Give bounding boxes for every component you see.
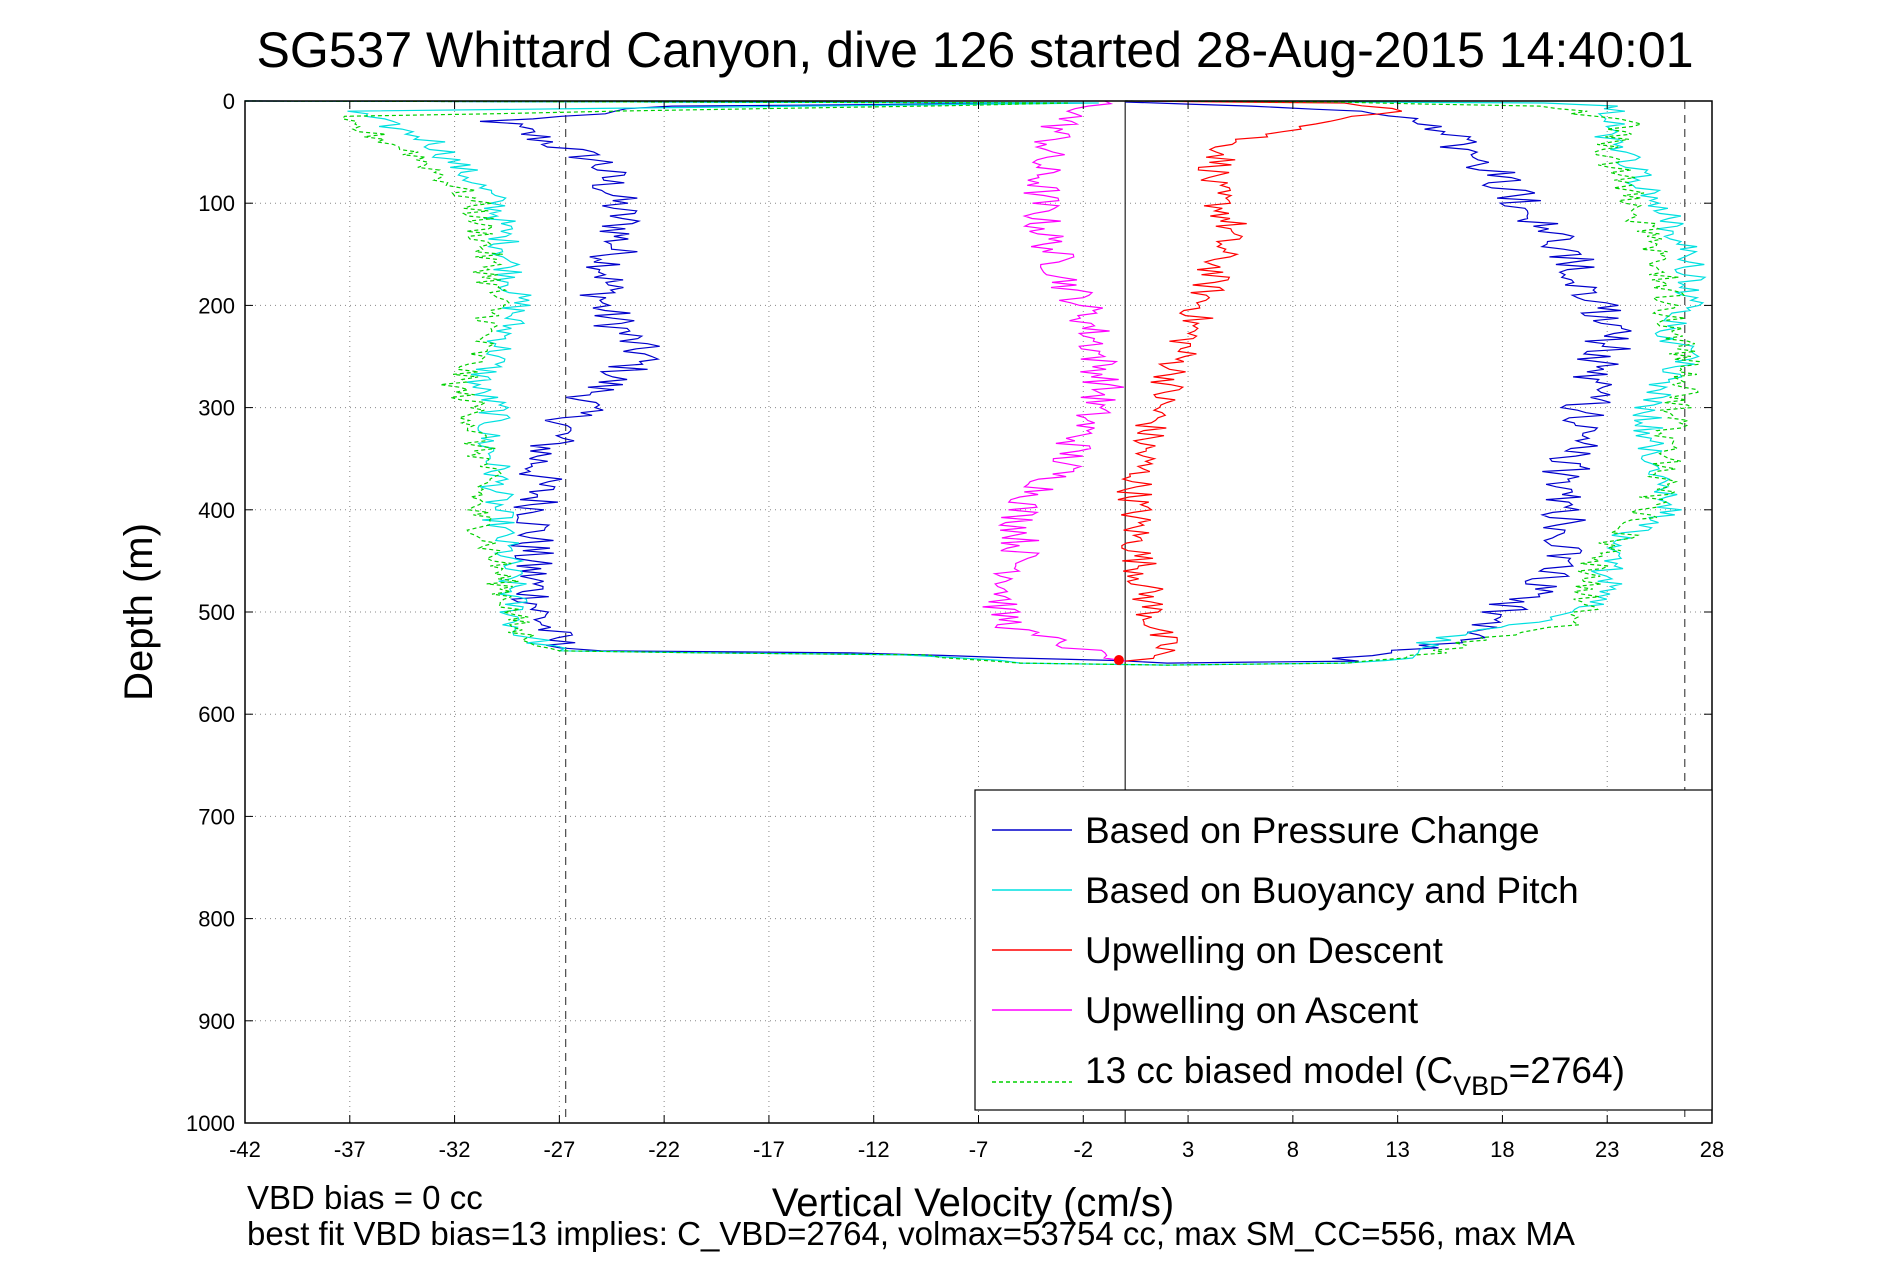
x-tick-label: -32 (439, 1137, 471, 1162)
x-tick-label: -7 (969, 1137, 989, 1162)
x-tick-label: 8 (1287, 1137, 1299, 1162)
y-tick-label: 1000 (186, 1111, 235, 1136)
marker-layer (1113, 655, 1124, 666)
y-tick-label: 600 (198, 702, 235, 727)
y-tick-label: 300 (198, 396, 235, 421)
x-tick-label: 28 (1700, 1137, 1724, 1162)
series-line-2 (1116, 100, 1403, 662)
x-tick-label: -27 (543, 1137, 575, 1162)
best-fit-note: best fit VBD bias=13 implies: C_VBD=2764… (247, 1215, 1575, 1252)
x-tick-label: -2 (1074, 1137, 1094, 1162)
x-tick-label: 23 (1595, 1137, 1619, 1162)
legend-box (974, 789, 1713, 1111)
x-tick-label: 13 (1385, 1137, 1409, 1162)
y-tick-label: 900 (198, 1009, 235, 1034)
x-tick-label: 3 (1182, 1137, 1194, 1162)
y-tick-label: 0 (223, 89, 235, 114)
y-tick-label: 200 (198, 293, 235, 318)
y-tick-label: 800 (198, 907, 235, 932)
legend-entry-3: Upwelling on Ascent (1085, 990, 1419, 1031)
x-tick-label: -42 (229, 1137, 261, 1162)
y-axis-label: Depth (m) (117, 523, 161, 701)
x-tick-label: -22 (648, 1137, 680, 1162)
y-tick-label: 500 (198, 600, 235, 625)
chart-title: SG537 Whittard Canyon, dive 126 started … (256, 22, 1693, 78)
data-marker (1113, 655, 1124, 666)
grid (245, 101, 1712, 1123)
series-line-4 (244, 100, 1701, 666)
y-tick-label: 400 (198, 498, 235, 523)
series-layer (244, 100, 1707, 666)
x-tick-label: -12 (858, 1137, 890, 1162)
legend-entry-2: Upwelling on Descent (1085, 930, 1444, 971)
x-ticks: -42 -37 -32 -27 -22 -17 -12 -7 -2 3 8 13 18 23 28 (229, 101, 1724, 1162)
x-axis-label: Vertical Velocity (cm/s) (772, 1181, 1174, 1225)
x-tick-label: -17 (753, 1137, 785, 1162)
series-line-3 (982, 100, 1126, 662)
series-line-0 (244, 100, 1632, 664)
y-tick-label: 100 (198, 191, 235, 216)
y-tick-label: 700 (198, 804, 235, 829)
x-tick-label: -37 (334, 1137, 366, 1162)
x-tick-label: 18 (1490, 1137, 1514, 1162)
legend: Based on Pressure Change Based on Buoyanc… (974, 789, 1713, 1111)
legend-entry-1: Based on Buoyancy and Pitch (1085, 870, 1579, 911)
legend-entry-0: Based on Pressure Change (1085, 810, 1540, 851)
vbd-bias-note: VBD bias = 0 cc (247, 1179, 483, 1216)
